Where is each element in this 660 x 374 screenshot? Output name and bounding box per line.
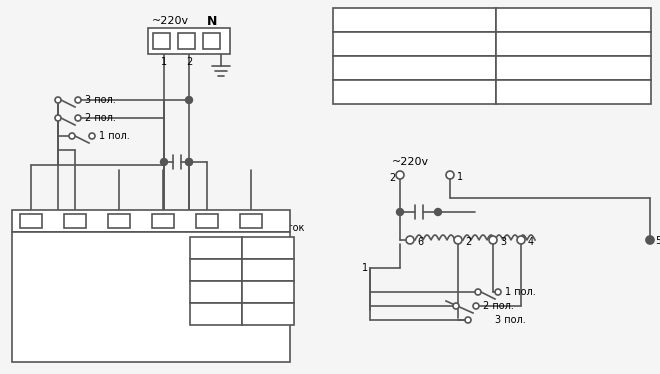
Bar xyxy=(333,32,496,56)
Bar xyxy=(190,303,242,325)
Circle shape xyxy=(647,236,653,243)
Bar xyxy=(242,281,294,303)
Circle shape xyxy=(396,171,404,179)
Bar xyxy=(496,8,651,32)
Text: II: II xyxy=(411,63,418,73)
Text: 2 пол.: 2 пол. xyxy=(85,113,116,123)
Circle shape xyxy=(517,236,525,244)
Bar xyxy=(20,214,42,228)
Circle shape xyxy=(473,303,479,309)
Text: 74: 74 xyxy=(261,309,275,319)
Text: 1: 1 xyxy=(457,172,463,182)
Text: 3 пол.: 3 пол. xyxy=(85,95,115,105)
Circle shape xyxy=(185,159,193,166)
Text: 74: 74 xyxy=(261,287,275,297)
Bar xyxy=(240,214,262,228)
Circle shape xyxy=(75,115,81,121)
Bar xyxy=(152,214,174,228)
Bar xyxy=(153,33,170,49)
Bar xyxy=(333,80,496,104)
Circle shape xyxy=(646,236,654,244)
Circle shape xyxy=(434,208,442,215)
Text: ~220v: ~220v xyxy=(391,157,428,167)
Circle shape xyxy=(406,236,414,244)
Bar xyxy=(203,33,220,49)
Bar xyxy=(496,80,651,104)
Circle shape xyxy=(397,208,403,215)
Text: 258 ом: 258 ом xyxy=(554,63,593,73)
Text: 184: 184 xyxy=(257,243,279,253)
Text: 1: 1 xyxy=(161,57,167,67)
Circle shape xyxy=(475,289,481,295)
Bar xyxy=(242,237,294,259)
Bar xyxy=(496,32,651,56)
Text: 332 ома: 332 ома xyxy=(550,39,597,49)
Circle shape xyxy=(489,236,497,244)
Text: 3: 3 xyxy=(500,237,506,247)
Text: 3: 3 xyxy=(116,234,122,244)
Bar xyxy=(496,56,651,80)
Text: 1 пол.: 1 пол. xyxy=(99,131,130,141)
Circle shape xyxy=(185,159,193,166)
Text: ~220v: ~220v xyxy=(151,16,189,26)
Text: 184 ома: 184 ома xyxy=(550,87,597,97)
Text: 74: 74 xyxy=(261,265,275,275)
Bar xyxy=(196,214,218,228)
Circle shape xyxy=(55,115,61,121)
Text: 5: 5 xyxy=(655,236,660,246)
Text: 6: 6 xyxy=(417,237,423,247)
Bar xyxy=(242,303,294,325)
Circle shape xyxy=(55,97,61,103)
Bar xyxy=(333,56,496,80)
Text: 2 - 3: 2 - 3 xyxy=(203,265,228,275)
Circle shape xyxy=(185,96,193,104)
Circle shape xyxy=(160,159,168,166)
Bar xyxy=(242,259,294,281)
Circle shape xyxy=(89,133,95,139)
Text: положение переключателя: положение переключателя xyxy=(344,15,485,25)
Text: 2: 2 xyxy=(186,57,192,67)
Text: 1: 1 xyxy=(28,234,34,244)
Text: 2: 2 xyxy=(72,234,78,244)
Text: 1: 1 xyxy=(362,263,368,273)
Bar xyxy=(64,214,86,228)
Text: 1 - 6: 1 - 6 xyxy=(203,243,228,253)
Circle shape xyxy=(495,289,501,295)
Text: 1 пол.: 1 пол. xyxy=(505,287,536,297)
Text: 4 - 5: 4 - 5 xyxy=(203,309,228,319)
Text: N: N xyxy=(207,15,217,28)
Bar xyxy=(12,210,290,232)
Text: 3 - 4: 3 - 4 xyxy=(203,287,228,297)
Text: 2: 2 xyxy=(465,237,471,247)
Text: 3 пол.: 3 пол. xyxy=(495,315,526,325)
Text: 4: 4 xyxy=(528,237,534,247)
Circle shape xyxy=(69,133,75,139)
Circle shape xyxy=(75,97,81,103)
Bar xyxy=(178,33,195,49)
Circle shape xyxy=(465,317,471,323)
Text: 2 пол.: 2 пол. xyxy=(483,301,514,311)
Text: 6: 6 xyxy=(248,234,254,244)
Text: I: I xyxy=(412,39,416,49)
Bar xyxy=(190,237,242,259)
Circle shape xyxy=(454,236,462,244)
Text: 2: 2 xyxy=(389,173,395,183)
Circle shape xyxy=(453,303,459,309)
Bar xyxy=(148,28,230,54)
Bar xyxy=(190,281,242,303)
Text: сопротивления обмоток: сопротивления обмоток xyxy=(180,223,304,233)
Text: III: III xyxy=(409,87,420,97)
Text: сопротивление на входе: сопротивление на входе xyxy=(510,15,637,25)
Text: 4: 4 xyxy=(160,234,166,244)
Bar xyxy=(108,214,130,228)
Circle shape xyxy=(446,171,454,179)
Bar xyxy=(190,259,242,281)
Bar xyxy=(12,232,290,362)
Text: 5: 5 xyxy=(204,234,210,244)
Bar xyxy=(333,8,496,32)
